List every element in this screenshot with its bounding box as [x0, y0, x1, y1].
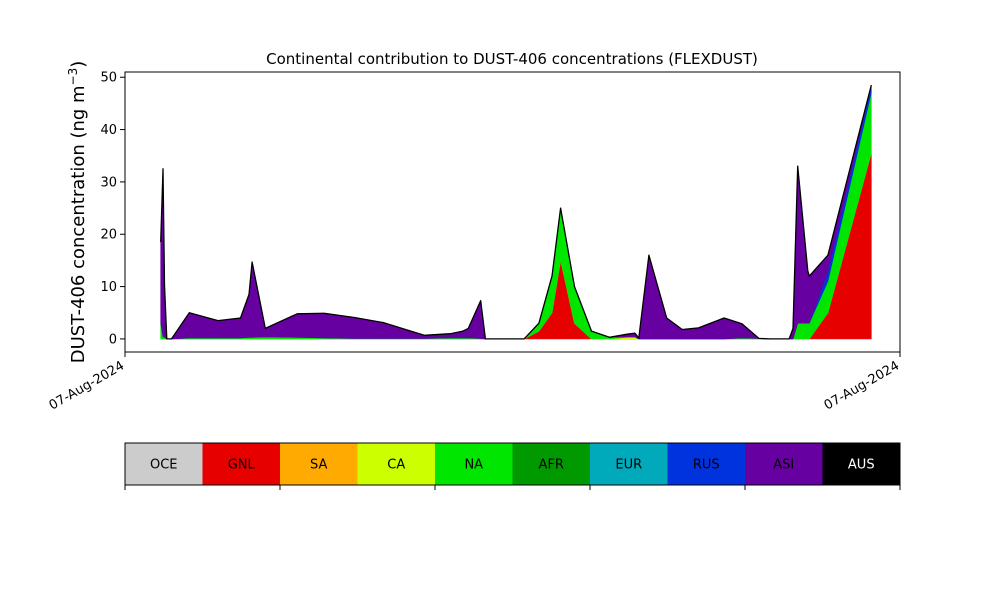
- y-tick-label: 40: [100, 123, 117, 138]
- legend-label-eur: EUR: [615, 458, 642, 473]
- legend-label-aus: AUS: [848, 458, 875, 473]
- legend-swatch-oce: [125, 443, 203, 485]
- x-tick-label: 07-Aug-2024: [822, 358, 902, 413]
- legend-swatch-afr: [512, 443, 591, 485]
- legend-swatch-ca: [357, 443, 436, 485]
- legend-label-sa: SA: [310, 458, 327, 473]
- area-asi: [160, 85, 872, 340]
- area-na: [160, 92, 872, 340]
- legend-label-oce: OCE: [150, 458, 178, 473]
- legend-swatch-eur: [590, 443, 668, 485]
- area-aus: [160, 85, 872, 339]
- legend-swatch-asi: [745, 443, 823, 485]
- legend-label-rus: RUS: [693, 458, 720, 473]
- legend-label-na: NA: [464, 458, 483, 473]
- area-rus: [160, 85, 872, 340]
- plot-frame: [124, 71, 901, 353]
- y-tick-label: 50: [100, 71, 117, 86]
- y-axis-label-exponent: −3: [66, 68, 80, 86]
- legend-label-afr: AFR: [539, 458, 564, 473]
- plot-area: [160, 84, 872, 340]
- y-axis-label: DUST-406 concentration (ng m−3): [66, 61, 89, 364]
- y-axis: 0 10 20 30 40 50: [100, 71, 125, 347]
- legend-swatch-aus: [822, 443, 901, 485]
- x-axis: 07-Aug-2024 07-Aug-2024: [47, 352, 902, 414]
- y-tick-label: 20: [100, 228, 117, 243]
- y-tick-label: 0: [109, 332, 117, 347]
- area-eur: [160, 92, 872, 339]
- area-ca: [160, 153, 872, 340]
- y-tick-label: 30: [100, 175, 117, 190]
- plot-border: [124, 71, 901, 353]
- area-afr: [160, 92, 872, 339]
- legend-border: [124, 442, 901, 486]
- legend-swatch-rus: [667, 443, 746, 485]
- y-axis-label-close: ): [68, 61, 89, 68]
- legend-label-gnl: GNL: [228, 458, 256, 473]
- x-tick-label: 07-Aug-2024: [47, 358, 127, 413]
- legend-label-asi: ASI: [773, 458, 794, 473]
- area-gnl: [160, 153, 872, 340]
- legend-colorbar: OCE GNL SA CA NA AFR EUR RUS ASI AUS: [124, 442, 901, 490]
- total-concentration-line: [160, 84, 872, 340]
- legend-label-ca: CA: [387, 458, 405, 473]
- legend-swatch-gnl: [202, 443, 281, 485]
- y-tick-label: 10: [100, 280, 117, 295]
- legend-swatch-na: [435, 443, 513, 485]
- area-sa: [160, 153, 872, 339]
- chart-title: Continental contribution to DUST-406 con…: [266, 50, 758, 68]
- y-axis-label-main: DUST-406 concentration (ng m: [68, 85, 89, 363]
- legend-swatch-sa: [280, 443, 358, 485]
